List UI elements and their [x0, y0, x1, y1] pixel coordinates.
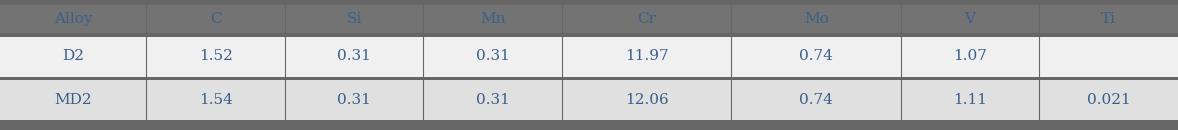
- Bar: [1039, 5, 1178, 33]
- Text: 0.74: 0.74: [799, 93, 833, 107]
- Text: 1.52: 1.52: [199, 50, 232, 63]
- Bar: [901, 37, 1039, 76]
- Bar: [146, 80, 285, 120]
- Bar: [285, 80, 423, 120]
- Bar: [285, 37, 423, 76]
- Text: 0.31: 0.31: [337, 50, 371, 63]
- Bar: [732, 37, 901, 76]
- Text: 0.74: 0.74: [799, 50, 833, 63]
- Text: 1.11: 1.11: [953, 93, 987, 107]
- Bar: [562, 80, 732, 120]
- Bar: [562, 37, 732, 76]
- Bar: [0, 5, 146, 33]
- Bar: [0, 0, 1178, 5]
- Bar: [0, 76, 1178, 80]
- Text: Si: Si: [346, 12, 362, 26]
- Bar: [0, 120, 1178, 130]
- Bar: [423, 5, 562, 33]
- Bar: [732, 80, 901, 120]
- Text: MD2: MD2: [54, 93, 92, 107]
- Text: Mn: Mn: [479, 12, 505, 26]
- Text: 11.97: 11.97: [626, 50, 669, 63]
- Text: 0.31: 0.31: [476, 93, 510, 107]
- Text: 0.31: 0.31: [476, 50, 510, 63]
- Text: V: V: [965, 12, 975, 26]
- Text: 0.021: 0.021: [1087, 93, 1131, 107]
- Text: 12.06: 12.06: [624, 93, 669, 107]
- Bar: [562, 5, 732, 33]
- Bar: [732, 5, 901, 33]
- Bar: [146, 5, 285, 33]
- Bar: [423, 80, 562, 120]
- Bar: [285, 5, 423, 33]
- Bar: [1039, 37, 1178, 76]
- Text: Ti: Ti: [1101, 12, 1117, 26]
- Text: 1.54: 1.54: [199, 93, 232, 107]
- Text: Alloy: Alloy: [54, 12, 92, 26]
- Text: Cr: Cr: [637, 12, 656, 26]
- Bar: [146, 37, 285, 76]
- Text: D2: D2: [62, 50, 84, 63]
- Text: Mo: Mo: [803, 12, 828, 26]
- Bar: [0, 33, 1178, 37]
- Text: 1.07: 1.07: [953, 50, 987, 63]
- Bar: [1039, 80, 1178, 120]
- Text: 0.31: 0.31: [337, 93, 371, 107]
- Bar: [901, 80, 1039, 120]
- Bar: [0, 80, 146, 120]
- Bar: [901, 5, 1039, 33]
- Text: C: C: [210, 12, 221, 26]
- Bar: [423, 37, 562, 76]
- Bar: [0, 37, 146, 76]
